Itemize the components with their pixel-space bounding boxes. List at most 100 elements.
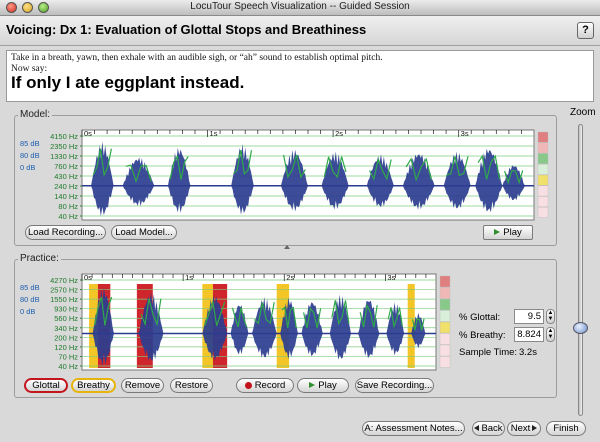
pct-glottal-stepper[interactable]: ▲ ▼ [546,309,555,324]
waveform-segment [411,312,426,349]
restore-button[interactable]: Restore [170,378,213,393]
zoom-slider-track[interactable] [578,124,583,416]
time-tick-label: 1s [210,129,218,138]
level-meter-segment [439,287,451,299]
breathy-button[interactable]: Breathy [71,378,116,393]
hz-tick-label: 340 Hz [54,324,78,333]
window-titlebar: LocuTour Speech Visualization -- Guided … [0,0,600,16]
record-button[interactable]: Record [236,378,294,393]
time-tick-label: 2s [335,129,343,138]
pct-glottal-field[interactable]: 9.5 [514,309,544,324]
waveform-segment [251,296,277,358]
hz-tick-label: 4150 Hz [50,132,78,141]
waveform-segment [92,287,114,367]
page-title: Voicing: Dx 1: Evaluation of Glottal Sto… [6,22,367,37]
pct-breathy-field[interactable]: 8.824 [514,327,544,342]
play-icon [309,382,316,388]
practice-panel-label: Practice: [18,253,61,264]
breathy-marker [407,284,415,368]
save-recording-button[interactable]: Save Recording... [355,378,434,393]
sample-time-value: 3.2s [519,347,537,358]
hz-tick-label: 760 Hz [54,162,78,171]
zoom-label: Zoom [570,107,596,118]
waveform-segment [443,151,471,209]
level-meter-segment [537,196,549,207]
level-meter-segment [537,174,549,186]
waveform-segment [475,148,503,213]
hz-tick-label: 930 Hz [54,305,78,314]
target-sentence: If only I ate eggplant instead. [11,73,245,92]
db-tick-label: 0 dB [20,163,35,172]
time-tick-label: 2s [286,273,294,282]
db-tick-label: 80 dB [20,151,40,160]
level-meter-segment [537,164,549,175]
load-recording-button[interactable]: Load Recording... [25,225,106,240]
practice-play-label: Play [318,380,337,391]
prompt-box: Take in a breath, yawn, then exhale with… [6,50,594,102]
waveform-segment [301,302,323,357]
db-tick-label: 85 dB [20,139,40,148]
prompt-instruction: Take in a breath, yawn, then exhale with… [11,53,383,63]
next-label: Next [510,423,531,434]
level-meter-segment [439,321,451,334]
waveform-segment [280,149,308,212]
waveform-segment [329,294,351,360]
remove-button[interactable]: Remove [121,378,164,393]
level-meter-segment [537,131,549,143]
pct-breathy-stepper[interactable]: ▲ ▼ [546,327,555,342]
hz-tick-label: 80 Hz [58,202,78,211]
record-icon [244,382,252,389]
hz-tick-label: 40 Hz [58,362,78,371]
waveform-segment [122,157,155,207]
record-label: Record [254,380,286,391]
time-tick-label: 3s [387,273,395,282]
level-meter-segment [537,185,549,197]
db-tick-label: 85 dB [20,283,40,292]
glottal-button[interactable]: Glottal [24,378,68,393]
hz-tick-label: 430 Hz [54,172,78,181]
waveform-segment [358,300,380,359]
back-button[interactable]: Back [472,421,505,436]
assessment-notes-button[interactable]: A: Assessment Notes... [362,421,465,436]
hz-tick-label: 1550 Hz [50,295,78,304]
zoom-window-icon[interactable] [38,2,49,13]
level-meter-segment [537,153,549,164]
hz-tick-label: 2570 Hz [50,286,78,295]
time-tick-label: 0s [84,273,92,282]
practice-play-button[interactable]: Play [297,378,349,393]
waveform-segment [138,292,164,362]
close-window-icon[interactable] [6,2,17,13]
window-title: LocuTour Speech Visualization -- Guided … [190,1,410,12]
help-button[interactable]: ? [577,22,594,39]
zoom-slider-knob[interactable] [573,322,588,334]
waveform-segment [280,297,298,360]
page-header: Voicing: Dx 1: Evaluation of Glottal Sto… [0,16,600,46]
db-tick-label: 80 dB [20,295,40,304]
waveform-segment [386,302,405,356]
model-play-button[interactable]: Play [483,225,533,240]
waveform-segment [230,305,249,355]
breathy-marker [89,284,98,368]
pane-divider-grip[interactable] [284,245,290,249]
level-meter-segment [537,142,549,154]
finish-button[interactable]: Finish [546,421,586,436]
hz-tick-label: 240 Hz [54,182,78,191]
time-tick-label: 0s [84,129,92,138]
waveform-segment [167,147,191,213]
arrow-right-icon [532,425,538,431]
waveform-segment [402,154,435,210]
arrow-left-icon [474,425,480,431]
waveform-segment [91,141,114,217]
minimize-window-icon[interactable] [22,2,33,13]
practice-panel [14,259,557,398]
model-play-label: Play [503,227,522,238]
play-icon [494,229,501,235]
hz-tick-label: 70 Hz [58,352,78,361]
hz-tick-label: 2350 Hz [50,142,78,151]
hz-tick-label: 140 Hz [54,192,78,201]
load-model-button[interactable]: Load Model... [111,225,177,240]
next-button[interactable]: Next [507,421,541,436]
time-tick-label: 1s [185,273,193,282]
